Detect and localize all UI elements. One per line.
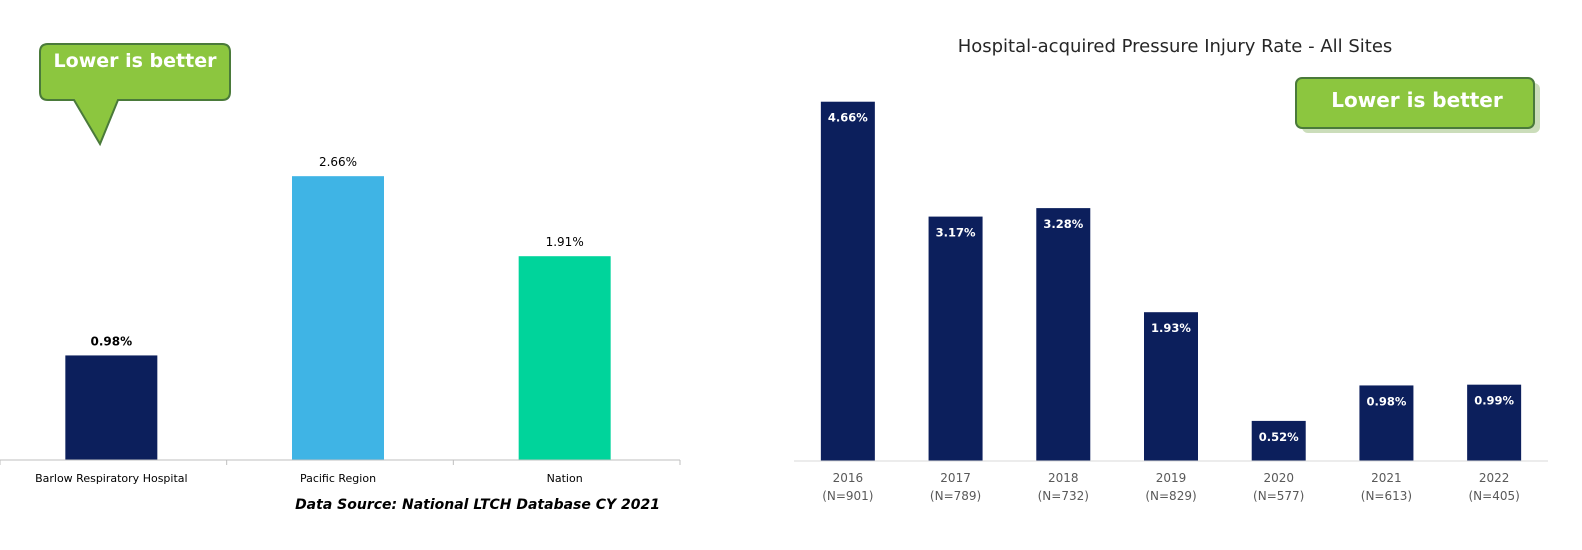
data-label: 1.91% <box>546 235 584 249</box>
left-callout-label: Lower is better <box>53 50 217 72</box>
x-tick-label: 2016 <box>833 471 864 485</box>
data-label: 0.98% <box>1366 394 1406 408</box>
bar-2017 <box>928 216 983 461</box>
bar-pacific-region <box>292 176 384 461</box>
data-label: 0.52% <box>1259 430 1299 444</box>
x-tick-label: 2021 <box>1371 471 1402 485</box>
x-tick-label: 2018 <box>1048 471 1079 485</box>
data-label: 2.66% <box>319 155 357 169</box>
right-callout-label: Lower is better <box>1331 88 1503 112</box>
bar-2016 <box>820 101 875 462</box>
x-tick-label: 2020 <box>1263 471 1294 485</box>
right-callout-box <box>1295 77 1540 133</box>
bar-2019 <box>1144 312 1198 461</box>
x-tick-sublabel: (N=405) <box>1468 489 1519 503</box>
x-tick-label: Nation <box>547 472 583 485</box>
x-tick-label: Barlow Respiratory Hospital <box>35 472 188 485</box>
left-chart-plot: 0.98% 2.66% 1.91% Barlow Respiratory Hospi… <box>0 43 681 485</box>
x-tick-sublabel: (N=732) <box>1038 489 1089 503</box>
bar-2020 <box>1251 420 1306 461</box>
x-tick-label: 2019 <box>1156 471 1187 485</box>
bar-barlow-respiratory-hospital <box>65 355 158 460</box>
x-tick-label: 2022 <box>1479 471 1510 485</box>
x-tick-label: 2017 <box>940 471 971 485</box>
data-label: 1.93% <box>1151 321 1191 335</box>
bar-2022 <box>1467 384 1522 461</box>
data-source-note: Data Source: National LTCH Database CY 2… <box>295 497 660 513</box>
bar-nation <box>518 256 611 460</box>
data-label: 3.28% <box>1043 217 1083 231</box>
data-label: 4.66% <box>828 111 868 125</box>
x-tick-sublabel: (N=613) <box>1361 489 1412 503</box>
left-callout-bubble <box>39 43 231 147</box>
right-chart-title: Hospital-acquired Pressure Injury Rate -… <box>957 36 1393 57</box>
data-label: 0.99% <box>1474 394 1514 408</box>
x-tick-sublabel: (N=789) <box>930 489 981 503</box>
data-label: 0.98% <box>91 334 133 348</box>
x-tick-label: Pacific Region <box>300 472 376 485</box>
bar-2021 <box>1359 385 1414 461</box>
x-tick-sublabel: (N=829) <box>1145 489 1196 503</box>
bar-2018 <box>1036 208 1091 461</box>
x-tick-sublabel: (N=901) <box>822 489 873 503</box>
data-label: 3.17% <box>936 226 976 240</box>
x-tick-sublabel: (N=577) <box>1253 489 1304 503</box>
